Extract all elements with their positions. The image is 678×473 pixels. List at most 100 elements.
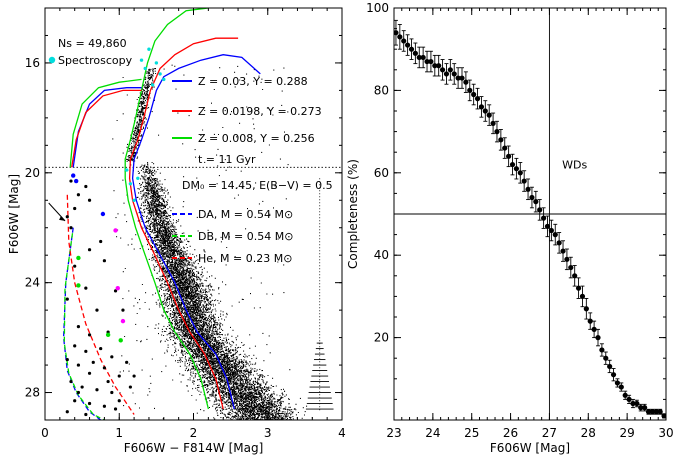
wd-point bbox=[106, 379, 110, 384]
wd-point bbox=[125, 360, 129, 364]
completeness-point bbox=[556, 240, 562, 246]
wd-point bbox=[84, 412, 88, 417]
completeness-point bbox=[564, 256, 570, 262]
completeness-point bbox=[509, 161, 516, 168]
spectroscopy-legend-label: Spectroscopy bbox=[58, 54, 133, 67]
completeness-point bbox=[471, 91, 477, 98]
cmd-panel: 0 1 2 3 4 16 20 24 28 F606W − F814W [Mag] F606W [M… bbox=[7, 7, 346, 455]
wd-point bbox=[102, 404, 106, 408]
spectroscopy-legend-marker bbox=[48, 56, 56, 64]
completeness-point bbox=[552, 232, 558, 238]
completeness-point bbox=[474, 96, 481, 102]
y-tick-label: 40 bbox=[374, 248, 389, 262]
wd-track-line bbox=[63, 233, 105, 420]
wd-point bbox=[80, 385, 84, 389]
completeness-point bbox=[502, 145, 508, 151]
wd-point bbox=[76, 193, 81, 197]
wd-point bbox=[87, 248, 92, 252]
x-tick-label: 2 bbox=[190, 426, 198, 440]
wd-track-line bbox=[62, 227, 102, 420]
completeness-point bbox=[494, 129, 500, 135]
spectroscopy-point bbox=[132, 198, 136, 202]
completeness-point bbox=[405, 42, 411, 48]
x-axis-label: F606W − F814W [Mag] bbox=[124, 441, 264, 455]
wd-point bbox=[84, 349, 88, 353]
completeness-point bbox=[439, 67, 446, 73]
spectroscopy-point bbox=[124, 168, 129, 172]
isochrone-line bbox=[124, 8, 210, 410]
wd-point bbox=[73, 264, 77, 268]
completeness-point bbox=[575, 285, 582, 291]
wd-point bbox=[95, 308, 99, 312]
completeness-point bbox=[521, 178, 527, 184]
wd-point-green bbox=[105, 332, 111, 338]
wd-track-legend-label: He, M = 0.23 M⊙ bbox=[198, 252, 292, 265]
cmd-plot-area bbox=[45, 8, 342, 420]
wd-point-blue bbox=[71, 173, 76, 178]
field-stars bbox=[112, 64, 313, 420]
completeness-point bbox=[436, 63, 442, 69]
isochrone-line bbox=[69, 78, 142, 168]
completeness-point bbox=[416, 54, 422, 61]
x-tick-label: 28 bbox=[581, 426, 596, 440]
wd-point bbox=[99, 239, 103, 244]
isochrone-legend-label: Z = 0.008, Y = 0.256 bbox=[198, 132, 315, 145]
x-tick-label: 27 bbox=[542, 426, 557, 440]
wd-point-magenta bbox=[120, 318, 126, 324]
completeness-point bbox=[610, 372, 617, 378]
wd-point bbox=[65, 357, 69, 362]
wd-point-green bbox=[76, 283, 81, 288]
completeness-point bbox=[614, 380, 621, 386]
wd-track-legend-label: DB, M = 0.54 M⊙ bbox=[198, 230, 293, 243]
completeness-point bbox=[626, 396, 632, 402]
wd-point bbox=[95, 388, 99, 392]
completeness-point bbox=[541, 215, 547, 221]
arrow-head bbox=[59, 215, 66, 221]
completeness-point bbox=[424, 58, 430, 65]
completeness-point bbox=[544, 223, 551, 229]
wd-track-legend-label: DA, M = 0.54 M⊙ bbox=[198, 208, 293, 221]
x-tick-label: 25 bbox=[464, 426, 479, 440]
completeness-point bbox=[649, 409, 656, 415]
completeness-point bbox=[482, 108, 488, 114]
wd-point-blue bbox=[73, 178, 79, 184]
completeness-point bbox=[447, 67, 453, 73]
spectroscopy-point bbox=[147, 47, 151, 51]
completeness-point bbox=[478, 104, 485, 110]
wd-point bbox=[69, 226, 73, 230]
isochrone-line bbox=[128, 37, 239, 410]
completeness-point bbox=[653, 409, 659, 415]
y-axis-label: Completeness (%) bbox=[346, 159, 360, 269]
completeness-point bbox=[572, 273, 578, 279]
completeness-point bbox=[428, 58, 434, 65]
x-tick-label: 24 bbox=[425, 426, 440, 440]
spectroscopy-point bbox=[139, 58, 144, 62]
completeness-point bbox=[455, 75, 461, 81]
completeness-point bbox=[595, 335, 601, 341]
x-tick-label: 23 bbox=[386, 426, 401, 440]
wd-point bbox=[76, 390, 81, 395]
spectroscopy-point bbox=[128, 182, 133, 186]
completeness-point bbox=[432, 63, 438, 69]
spectroscopy-point bbox=[162, 77, 166, 82]
wd-point bbox=[117, 374, 121, 378]
completeness-point bbox=[583, 306, 589, 312]
wd-point bbox=[73, 206, 77, 211]
distance-modulus-label: DM₀ = 14.45, E(B−V) = 0.5 bbox=[182, 179, 333, 192]
completeness-point bbox=[622, 392, 628, 398]
wd-point bbox=[73, 399, 77, 403]
star-count-label: Ns = 49,860 bbox=[58, 37, 127, 50]
completeness-point bbox=[645, 409, 652, 415]
completeness-point bbox=[401, 38, 407, 44]
wd-point bbox=[102, 259, 106, 263]
isochrone-legend-label: Z = 0.03, Y = 0.288 bbox=[198, 75, 308, 88]
x-tick-label: 30 bbox=[658, 426, 673, 440]
x-tick-label: 0 bbox=[41, 426, 49, 440]
x-tick-label: 3 bbox=[264, 426, 272, 440]
wd-point bbox=[113, 407, 118, 411]
wd-point bbox=[76, 363, 81, 367]
completeness-point bbox=[603, 355, 609, 361]
wd-point bbox=[87, 401, 92, 406]
spectroscopy-point bbox=[136, 176, 140, 180]
spectroscopy-point bbox=[150, 83, 155, 87]
